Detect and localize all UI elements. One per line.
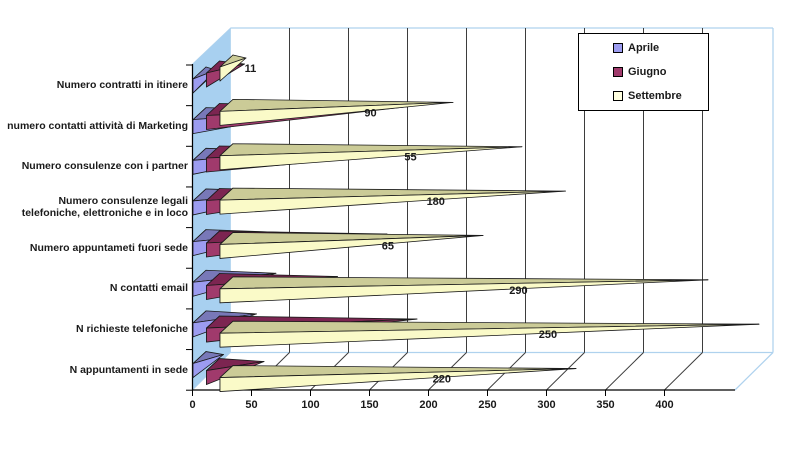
x-tick-label-200: 200: [419, 399, 438, 411]
pyramid-front-face: [219, 368, 577, 392]
x-tick-label-100: 100: [301, 399, 320, 411]
category-label-2: Numero consulenze con i partner: [21, 160, 188, 173]
category-label-0: Numero contratti in itinere: [56, 79, 188, 92]
x-tick-label-50: 50: [245, 399, 258, 411]
x-tick-label-0: 0: [189, 399, 196, 411]
legend-label-giugno: Giugno: [628, 66, 667, 78]
legend-label-settembre: Settembre: [628, 90, 682, 102]
category-label-7: N appuntamenti in sede: [69, 363, 188, 376]
x-tick-label-350: 350: [596, 399, 615, 411]
pyramid-front-face: [192, 354, 224, 378]
legend-item-aprile: Aprile: [613, 42, 708, 54]
bar-settembre-3: [219, 187, 566, 215]
data-label-4: 65: [382, 240, 394, 252]
floor-right-edge: [734, 352, 774, 391]
bar-settembre-1: [219, 98, 454, 126]
category-label-5: N contatti email: [109, 282, 188, 295]
legend-swatch-settembre: [613, 91, 623, 101]
legend-swatch-giugno: [613, 67, 623, 77]
pyramid-front-face: [219, 323, 760, 348]
data-label-3: 180: [427, 196, 445, 208]
pyramid-front-face: [219, 235, 484, 259]
legend-item-settembre: Settembre: [613, 90, 708, 102]
bar-settembre-6: [219, 320, 760, 348]
pyramid-front-face: [219, 57, 247, 82]
bar-settembre-5: [219, 276, 709, 304]
pyramid-front-face: [219, 279, 709, 304]
legend-item-giugno: Giugno: [613, 66, 708, 78]
bar-settembre-2: [219, 143, 523, 171]
bar-settembre-0: [219, 54, 247, 82]
bar-settembre-4: [219, 232, 484, 259]
legend: Aprile Giugno Settembre: [578, 33, 709, 111]
pyramid-front-face: [219, 190, 566, 215]
data-label-6: 250: [539, 329, 557, 341]
bar-aprile-7: [192, 351, 224, 378]
legend-label-aprile: Aprile: [628, 42, 660, 54]
x-tick-label-300: 300: [537, 399, 556, 411]
data-label-2: 55: [404, 152, 416, 164]
floor-gridline-400: [664, 352, 703, 391]
data-label-5: 290: [509, 285, 527, 297]
x-tick-label-250: 250: [478, 399, 497, 411]
category-label-3: Numero consulenze legali telefoniche, el…: [21, 194, 188, 220]
category-label-6: N richieste telefoniche: [75, 322, 188, 335]
pyramid-front-face: [219, 146, 523, 171]
x-tick-label-150: 150: [360, 399, 379, 411]
floor-gridline-300: [546, 352, 585, 391]
category-label-4: Numero appuntameti fuori sede: [29, 241, 188, 254]
data-label-7: 220: [433, 374, 451, 386]
bar-settembre-7: [219, 365, 577, 392]
pyramid-front-face: [219, 101, 454, 126]
data-label-1: 90: [364, 107, 376, 119]
floor-gridline-350: [605, 352, 644, 391]
x-tick-label-400: 400: [655, 399, 674, 411]
data-label-0: 11: [245, 63, 257, 75]
category-label-1: numero contatti attività di Marketing: [7, 119, 188, 132]
legend-swatch-aprile: [613, 43, 623, 53]
